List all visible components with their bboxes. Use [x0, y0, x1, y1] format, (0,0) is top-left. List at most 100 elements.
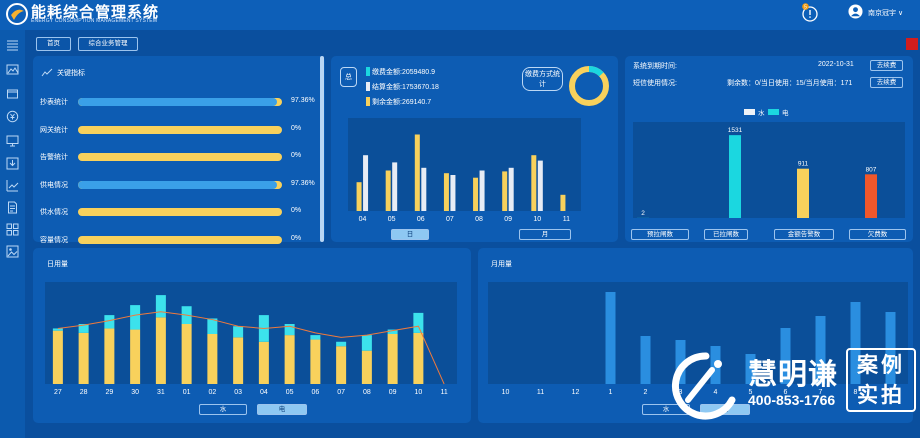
- daily-usage-chart: 27 28 29 30 31 01 02 03 04 05 06 07 08 09 10 11: [45, 282, 457, 396]
- total-label: 总: [345, 74, 352, 81]
- top-bar: 能耗综合管理系统 ENERGY CONSUMPTION MANAGEMENT S…: [0, 0, 920, 30]
- month-button[interactable]: 月: [519, 229, 571, 240]
- paid-swatch: [366, 67, 370, 76]
- x-tick-label: 4: [714, 389, 718, 396]
- power-legend-swatch: [768, 109, 779, 115]
- bar: [780, 328, 791, 384]
- payment-panel: 总 缴费金额:2059480.9 结算金额:1753670.18 剩余金额:26…: [331, 56, 618, 242]
- monthly-title: 月用量: [491, 261, 512, 268]
- water-legend-swatch: [744, 109, 755, 115]
- indicator-bar-fill: [78, 180, 277, 189]
- watermark-name: 慧明谦: [748, 359, 839, 391]
- tab-home[interactable]: 首页: [36, 37, 71, 51]
- bar: [605, 292, 616, 384]
- indicator-label: 供水情况: [40, 209, 68, 216]
- bar: [450, 175, 456, 211]
- gallery-icon[interactable]: [6, 245, 19, 258]
- alert-icon[interactable]: 5: [802, 3, 818, 23]
- trend-icon[interactable]: [6, 179, 19, 192]
- water-legend: 水: [758, 110, 765, 117]
- x-tick-label: 10: [502, 389, 510, 396]
- indicator-bar: [78, 153, 282, 161]
- indicator-label: 网关统计: [40, 126, 68, 134]
- bar: [310, 335, 321, 340]
- payment-method-button[interactable]: 缴费方式统计: [522, 67, 563, 91]
- data-label: 911: [798, 161, 809, 168]
- arrears-button[interactable]: 欠费数: [849, 229, 906, 240]
- x-tick-label: 11: [537, 389, 544, 396]
- bar: [675, 340, 686, 384]
- image-icon[interactable]: [6, 63, 19, 76]
- bar: [336, 341, 347, 347]
- x-tick-label: 09: [504, 216, 512, 223]
- indicator-value: 0%: [291, 124, 302, 132]
- day-button[interactable]: 日: [391, 229, 429, 240]
- indicator-value: 97.36%: [291, 97, 315, 104]
- x-tick-label: 09: [389, 389, 397, 396]
- bar: [815, 316, 826, 384]
- indicator-bar-fill: [78, 98, 277, 106]
- amount-alarm-button[interactable]: 金额告警数: [774, 229, 834, 240]
- sms-value: 剩余数：0/当日使用：15/当月使用：171: [727, 80, 853, 87]
- indicator-label: 告警统计: [40, 154, 68, 161]
- bar: [78, 324, 89, 333]
- daily-power-button[interactable]: 电: [257, 404, 307, 415]
- watermark-tag: 案例实拍: [846, 348, 916, 412]
- document-icon[interactable]: [6, 201, 19, 214]
- bar: [385, 170, 391, 211]
- currency-icon[interactable]: [6, 110, 19, 123]
- renew-button-2[interactable]: 去续费: [870, 77, 903, 88]
- indicator-label: 容量情况: [40, 236, 68, 244]
- indicator-bar: [78, 98, 282, 106]
- bar: [508, 167, 514, 211]
- app-logo-icon: [6, 3, 28, 25]
- daily-water-button[interactable]: 水: [199, 404, 247, 415]
- monitor-icon[interactable]: [6, 134, 19, 147]
- bar: [336, 346, 347, 384]
- bar: [356, 182, 362, 211]
- bar: [479, 170, 485, 211]
- remaining-swatch: [366, 97, 370, 106]
- bar: [361, 350, 372, 384]
- bar: [413, 312, 424, 333]
- user-name[interactable]: 南京冠宇 ∨: [868, 10, 904, 17]
- indicator-value: 0%: [291, 207, 302, 214]
- renew-button-1[interactable]: 去续费: [870, 60, 903, 71]
- settled-swatch: [366, 82, 370, 91]
- download-icon[interactable]: [6, 157, 19, 170]
- sidebar: [0, 30, 25, 438]
- bar: [181, 324, 192, 384]
- switched-off-button[interactable]: 已拉闸数: [704, 229, 748, 240]
- menu-icon[interactable]: [6, 39, 19, 52]
- x-tick-label: 11: [440, 389, 447, 396]
- bar: [155, 295, 166, 318]
- x-tick-label: 1: [609, 389, 613, 396]
- remaining-amount: 剩余金额:269140.7: [372, 99, 432, 106]
- bar: [502, 171, 508, 211]
- tab-business-management[interactable]: 综合业务管理: [78, 37, 138, 51]
- data-label: 1531: [728, 127, 743, 134]
- total-badge: 总: [340, 67, 357, 87]
- bar: [310, 339, 321, 384]
- bar: [850, 302, 861, 384]
- x-tick-label: 31: [157, 389, 165, 396]
- bar: [207, 318, 218, 334]
- box-icon[interactable]: [6, 87, 19, 100]
- plot-area: [348, 118, 581, 211]
- indicators-title: 关键指标: [57, 70, 85, 77]
- bar: [52, 328, 63, 331]
- x-tick-label: 10: [414, 389, 422, 396]
- user-avatar-icon[interactable]: [848, 4, 863, 19]
- expire-label: 系统到期时间:: [633, 63, 677, 70]
- bar: [560, 194, 566, 211]
- indicators-scrollbar[interactable]: [320, 56, 324, 242]
- grid-icon[interactable]: [6, 223, 19, 236]
- close-tab-button[interactable]: [906, 38, 918, 50]
- pre-switch-off-button[interactable]: 预拉闸数: [631, 229, 689, 240]
- indicator-label: 供电情况: [40, 181, 68, 189]
- x-tick-label: 27: [54, 389, 62, 396]
- bar: [284, 335, 295, 384]
- bar: [745, 354, 756, 384]
- monthly-usage-chart: 10 11 12 1 2 3 4 5 6 7 8 9: [488, 282, 908, 396]
- plot-area: [488, 282, 908, 384]
